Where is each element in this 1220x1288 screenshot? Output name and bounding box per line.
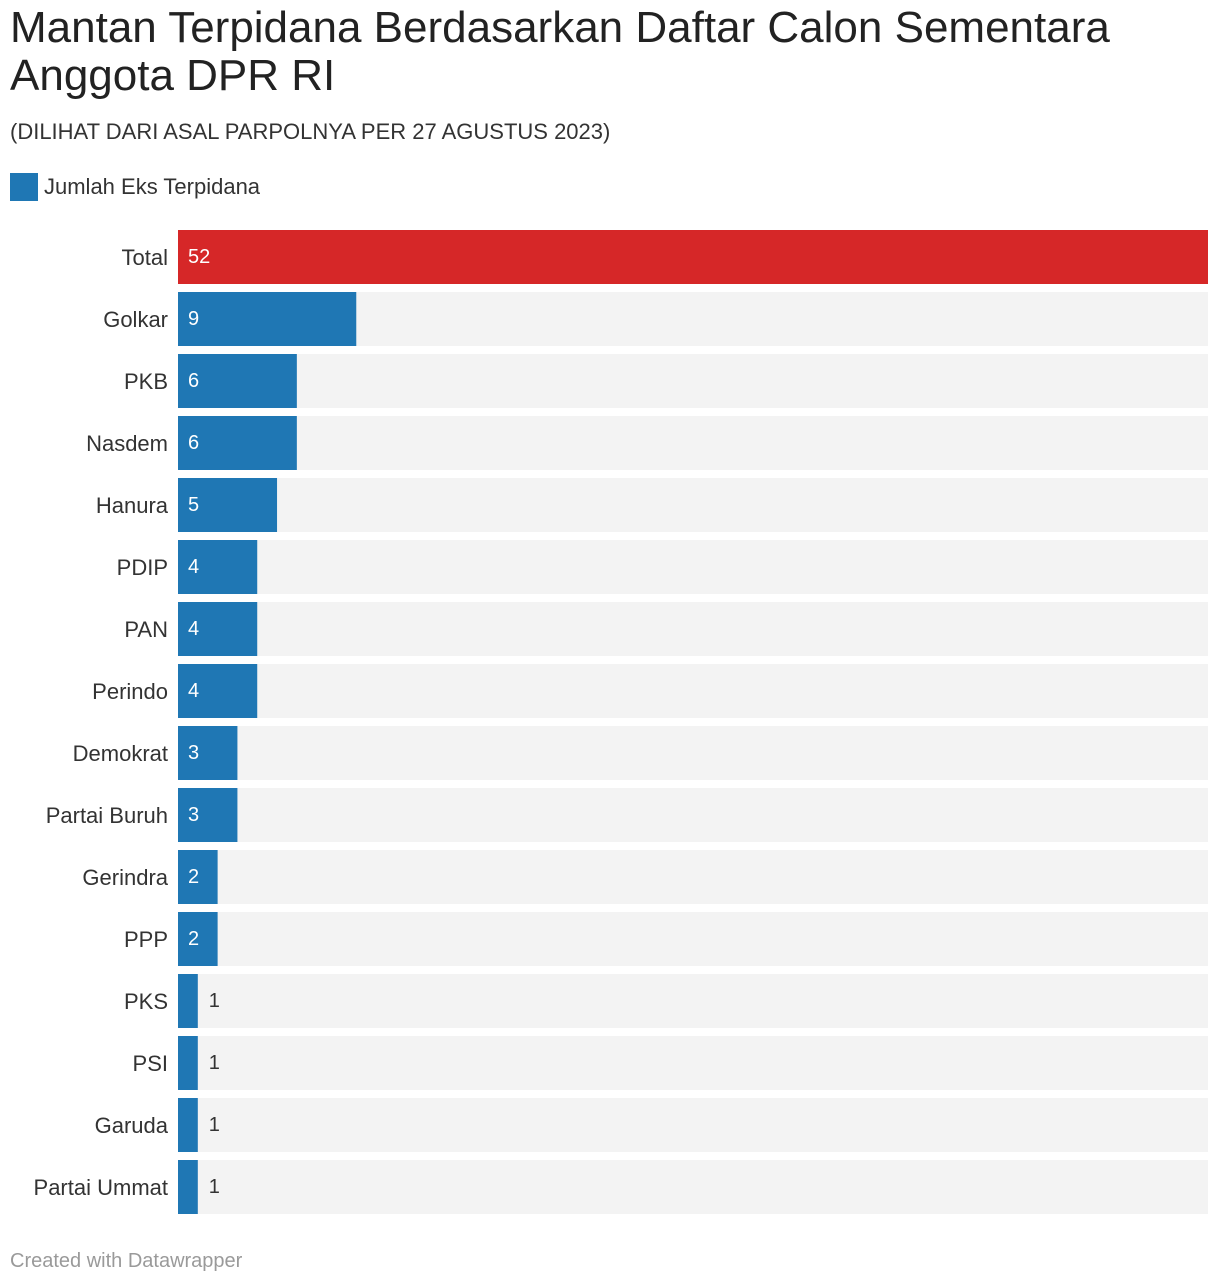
bar-track	[178, 664, 1208, 718]
bar-row: Garuda 1	[95, 1098, 1208, 1152]
bar-track	[178, 416, 1208, 470]
bar-row: PAN 4	[124, 602, 1208, 656]
value-label: 1	[209, 990, 220, 1012]
bar-track	[178, 850, 1208, 904]
bar-track	[178, 478, 1208, 532]
bar-track	[178, 602, 1208, 656]
bar	[178, 230, 1208, 284]
category-label: Nasdem	[86, 431, 168, 456]
bar	[178, 912, 218, 966]
category-label: PAN	[124, 617, 168, 642]
bar	[178, 1098, 198, 1152]
bar	[178, 664, 258, 718]
bar	[178, 850, 218, 904]
value-label: 3	[188, 804, 199, 826]
category-label: PPP	[124, 927, 168, 952]
bar	[178, 540, 258, 594]
bar-row: PKS 1	[124, 974, 1208, 1028]
legend-label: Jumlah Eks Terpidana	[44, 174, 261, 199]
bar	[178, 788, 238, 842]
bar-track	[178, 912, 1208, 966]
bar	[178, 292, 357, 346]
bar-row: Total 52	[122, 230, 1208, 284]
bar-row: Partai Buruh 3	[46, 788, 1208, 842]
bar-row: PDIP 4	[117, 540, 1208, 594]
bar-track	[178, 1160, 1208, 1214]
value-label: 6	[188, 370, 199, 392]
value-label: 52	[188, 246, 210, 268]
category-label: PKB	[124, 369, 168, 394]
bar-row: Perindo 4	[92, 664, 1208, 718]
value-label: 4	[188, 556, 199, 578]
footer-credit: Created with Datawrapper	[10, 1250, 243, 1272]
value-label: 4	[188, 680, 199, 702]
bar	[178, 602, 258, 656]
bar	[178, 974, 198, 1028]
value-label: 1	[209, 1114, 220, 1136]
category-label: Gerindra	[82, 865, 168, 890]
bar-row: Nasdem 6	[86, 416, 1208, 470]
value-label: 9	[188, 308, 199, 330]
category-label: Partai Buruh	[46, 803, 168, 828]
value-label: 6	[188, 432, 199, 454]
legend-swatch	[10, 173, 38, 201]
value-label: 4	[188, 618, 199, 640]
bar-row: Partai Ummat 1	[34, 1160, 1208, 1214]
bar	[178, 726, 238, 780]
bar	[178, 416, 297, 470]
bar-row: Hanura 5	[96, 478, 1208, 532]
bar	[178, 1160, 198, 1214]
value-label: 2	[188, 928, 199, 950]
category-label: Demokrat	[73, 741, 168, 766]
category-label: Hanura	[96, 493, 169, 518]
bar-row: PSI 1	[133, 1036, 1208, 1090]
bar-row: PKB 6	[124, 354, 1208, 408]
category-label: PSI	[133, 1051, 168, 1076]
category-label: Garuda	[95, 1113, 169, 1138]
category-label: Golkar	[103, 307, 168, 332]
value-label: 5	[188, 494, 199, 516]
category-label: PDIP	[117, 555, 168, 580]
value-label: 3	[188, 742, 199, 764]
bar	[178, 478, 278, 532]
bar	[178, 354, 297, 408]
bar-row: Gerindra 2	[82, 850, 1208, 904]
bar-track	[178, 974, 1208, 1028]
legend: Jumlah Eks Terpidana	[10, 172, 260, 202]
bar	[178, 1036, 198, 1090]
bar-track	[178, 726, 1208, 780]
category-label: PKS	[124, 989, 168, 1014]
bar-track	[178, 1098, 1208, 1152]
bar-row: PPP 2	[124, 912, 1208, 966]
bar-track	[178, 540, 1208, 594]
bar-track	[178, 354, 1208, 408]
chart-title: Mantan Terpidana Berdasarkan Daftar Calo…	[10, 3, 1110, 100]
bar-track	[178, 788, 1208, 842]
chart-subtitle: (DILIHAT DARI ASAL PARPOLNYA PER 27 AGUS…	[10, 119, 611, 144]
bar-row: Golkar 9	[103, 292, 1208, 346]
value-label: 1	[209, 1052, 220, 1074]
bar-track	[178, 1036, 1208, 1090]
category-label: Total	[122, 245, 168, 270]
category-label: Partai Ummat	[34, 1175, 168, 1200]
category-label: Perindo	[92, 679, 168, 704]
bar-row: Demokrat 3	[73, 726, 1208, 780]
value-label: 1	[209, 1176, 220, 1198]
value-label: 2	[188, 866, 199, 888]
